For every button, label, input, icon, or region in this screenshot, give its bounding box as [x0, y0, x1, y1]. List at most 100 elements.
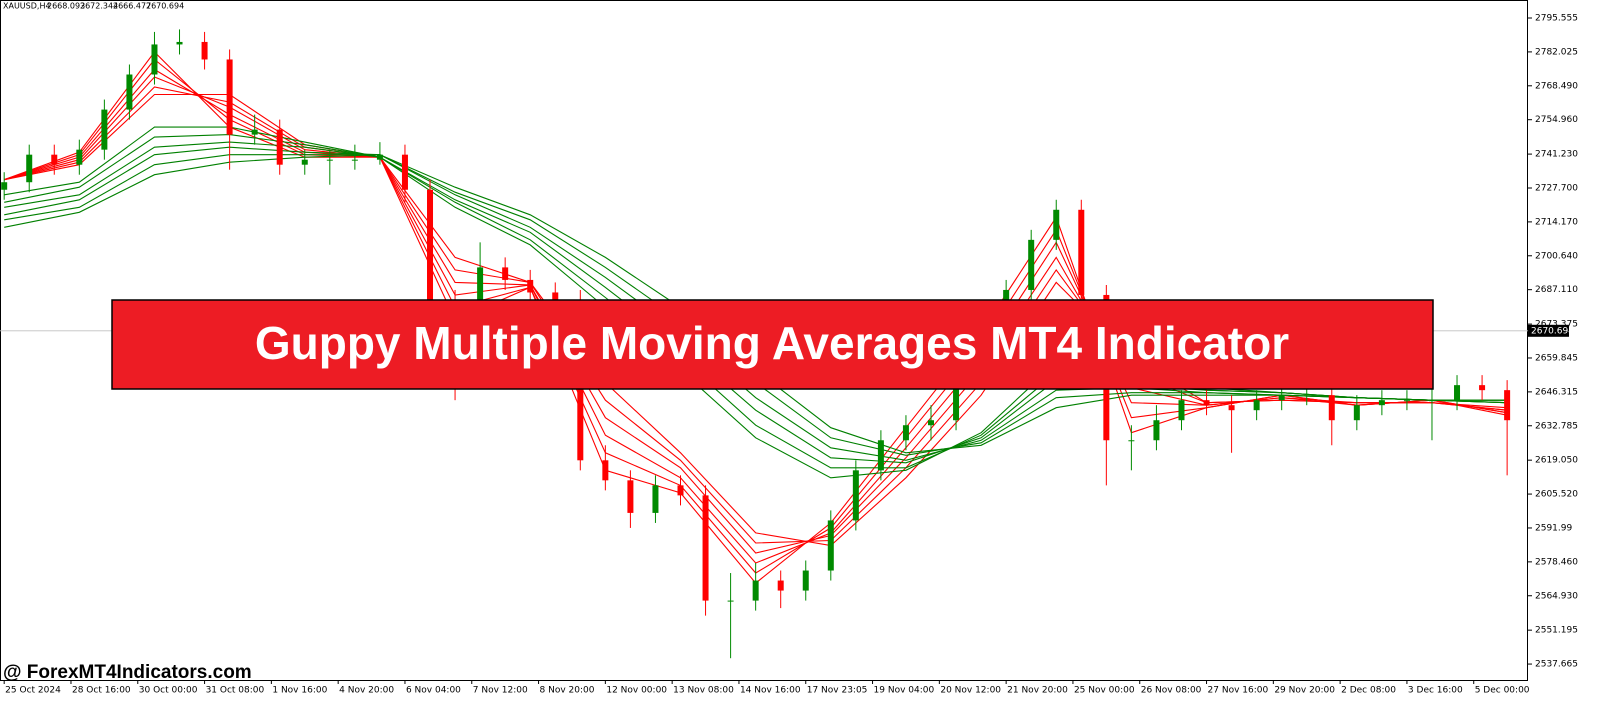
header-open: 2668.093 — [47, 2, 85, 11]
candle-body — [902, 425, 909, 441]
y-tick-label: 2714.170 — [1535, 217, 1578, 227]
x-tick-label: 25 Oct 2024 — [5, 686, 61, 696]
y-tick-label: 2741.230 — [1535, 150, 1578, 160]
candle-body — [1303, 395, 1310, 397]
candle-body — [927, 420, 934, 426]
x-tick-label: 4 Nov 20:00 — [339, 686, 394, 696]
candle-body — [702, 495, 709, 601]
candle-body — [652, 485, 659, 513]
last-price-label: 2670.694 — [1531, 326, 1574, 336]
candle-body — [1153, 420, 1160, 441]
y-tick-label: 2632.785 — [1535, 421, 1578, 431]
candle-body — [126, 74, 133, 110]
candle-body — [802, 570, 809, 591]
y-tick-label: 2537.665 — [1535, 660, 1578, 670]
candle-body — [727, 600, 734, 602]
y-tick-label: 2700.640 — [1535, 251, 1578, 261]
candle-body — [602, 460, 609, 481]
candle-body — [151, 44, 158, 75]
x-tick-label: 1 Nov 16:00 — [272, 686, 327, 696]
candle-body — [1378, 400, 1385, 406]
y-tick-label: 2564.930 — [1535, 591, 1578, 601]
y-tick-label: 2578.460 — [1535, 557, 1578, 567]
header-close: 2670.694 — [146, 2, 184, 11]
candle-body — [176, 41, 183, 45]
candle-body — [1203, 400, 1210, 406]
watermark: @ ForexMT4Indicators.com — [3, 662, 252, 683]
y-tick-label: 2782.025 — [1535, 47, 1578, 57]
candle-body — [1353, 405, 1360, 421]
candle-body — [101, 109, 108, 150]
x-tick-label: 3 Dec 16:00 — [1408, 686, 1463, 696]
x-tick-label: 28 Oct 16:00 — [72, 686, 131, 696]
candle-body — [852, 470, 859, 521]
x-tick-label: 26 Nov 08:00 — [1141, 686, 1202, 696]
candle-body — [1504, 390, 1511, 421]
x-tick-label: 6 Nov 04:00 — [406, 686, 461, 696]
x-tick-label: 13 Nov 08:00 — [673, 686, 734, 696]
candle-body — [1253, 400, 1260, 411]
banner-title: Guppy Multiple Moving Averages MT4 Indic… — [255, 317, 1289, 369]
y-tick-label: 2659.845 — [1535, 353, 1578, 363]
candle-body — [777, 580, 784, 591]
candle-body — [26, 154, 33, 183]
y-tick-label: 2768.490 — [1535, 81, 1578, 91]
candle-body — [1328, 395, 1335, 421]
y-tick-label: 2551.195 — [1535, 626, 1578, 636]
candle-body — [953, 360, 960, 421]
candle-body — [401, 154, 408, 190]
candle-body — [76, 149, 83, 165]
candle-body — [677, 485, 684, 496]
candle-body — [627, 480, 634, 513]
last-price-box — [1528, 324, 1569, 337]
y-tick-label: 2673.375 — [1535, 320, 1578, 330]
candle-body — [1178, 400, 1185, 421]
y-tick-label: 2727.700 — [1535, 183, 1578, 193]
candle-body — [427, 189, 434, 300]
header: XAUUSD,H4 2668.093 2672.344 2666.477 267… — [3, 2, 184, 11]
candle-body — [51, 154, 58, 165]
candle-body — [326, 159, 333, 161]
candle-body — [1228, 405, 1235, 411]
y-tick-label: 2619.050 — [1535, 456, 1578, 466]
y-tick-label: 2754.960 — [1535, 115, 1578, 125]
x-tick-label: 27 Nov 16:00 — [1208, 686, 1269, 696]
candle-body — [276, 129, 283, 165]
candle-body — [1053, 209, 1060, 240]
candle-body — [201, 41, 208, 60]
y-tick-label: 2605.520 — [1535, 490, 1578, 500]
y-tick-label: 2591.99 — [1535, 523, 1572, 533]
candle-body — [1128, 440, 1135, 442]
symbol: XAUUSD,H4 — [3, 2, 51, 11]
x-tick-label: 25 Nov 00:00 — [1074, 686, 1135, 696]
candle-body — [1454, 385, 1461, 401]
x-tick-label: 7 Nov 12:00 — [473, 686, 528, 696]
candle-body — [1403, 400, 1410, 402]
banner-box — [111, 299, 1434, 390]
x-tick-label: 31 Oct 08:00 — [206, 686, 265, 696]
x-tick-label: 30 Oct 00:00 — [139, 686, 198, 696]
header-high: 2672.344 — [80, 2, 118, 11]
y-tick-label: 2646.315 — [1535, 387, 1578, 397]
candle-body — [1479, 385, 1486, 391]
x-tick-label: 21 Nov 20:00 — [1007, 686, 1068, 696]
x-tick-label: 14 Nov 16:00 — [740, 686, 801, 696]
candle-body — [376, 154, 383, 160]
plot-area — [0, 29, 1528, 659]
candle-body — [502, 267, 509, 280]
candle-body — [226, 59, 233, 135]
candle-body — [1, 182, 8, 190]
x-tick-label: 17 Nov 23:05 — [807, 686, 868, 696]
candle-body — [477, 267, 484, 331]
x-tick-label: 5 Dec 00:00 — [1475, 686, 1530, 696]
x-tick-label: 19 Nov 04:00 — [874, 686, 935, 696]
candle-body — [1278, 395, 1285, 401]
x-tick-label: 20 Nov 12:00 — [940, 686, 1001, 696]
candle-body — [1028, 239, 1035, 290]
candle-body — [527, 279, 534, 293]
candle-body — [251, 129, 258, 135]
candle-body — [877, 440, 884, 471]
candle-body — [301, 159, 308, 165]
candle-body — [752, 580, 759, 601]
